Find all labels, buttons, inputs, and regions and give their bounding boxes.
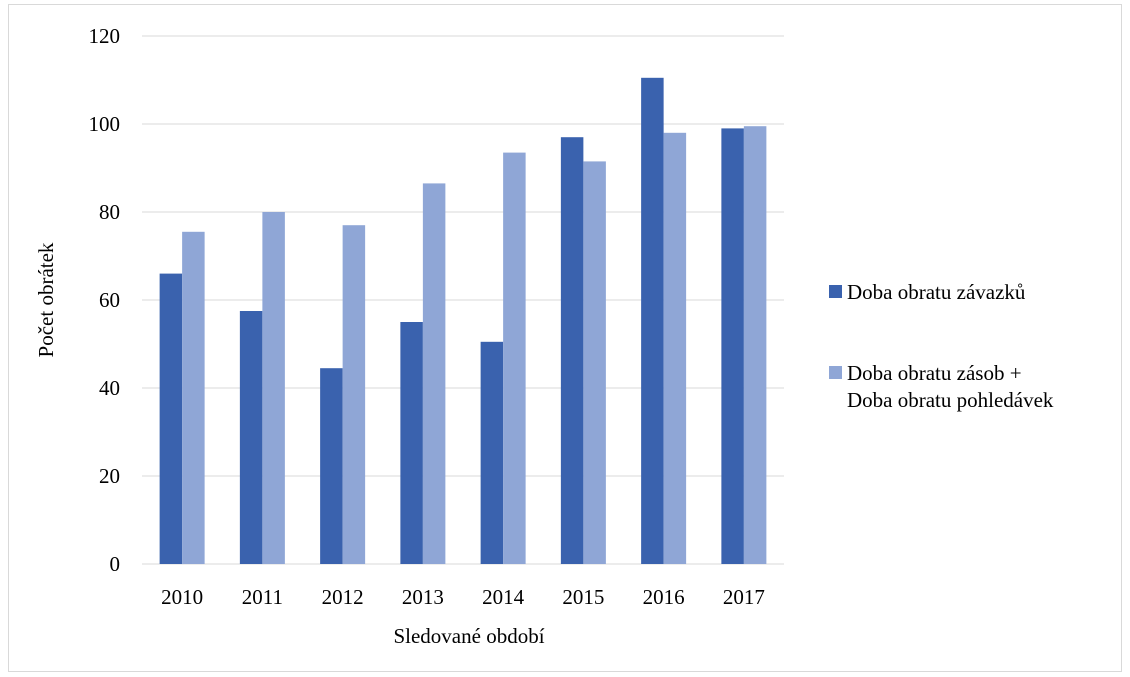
y-tick-label: 40 <box>99 376 120 400</box>
x-tick-label: 2013 <box>402 585 444 609</box>
bar-series-1-2017 <box>743 126 767 564</box>
bar-series-0-2017 <box>721 128 744 564</box>
legend-swatch-zasoby-pohledavky <box>829 366 842 379</box>
bar-series-0-2012 <box>320 368 343 564</box>
x-tick-label: 2017 <box>723 585 765 609</box>
bars <box>159 77 767 565</box>
bar-series-0-2015 <box>560 137 584 564</box>
legend-label-zavazky: Doba obratu závazků <box>847 280 1026 304</box>
legend: Doba obratu závazků Doba obratu zásob + … <box>829 280 1054 412</box>
bar-series-1-2010 <box>182 231 205 565</box>
gridlines <box>142 35 784 565</box>
y-tick-labels: 0 20 40 60 80 100 120 <box>89 24 121 576</box>
bar-series-1-2012 <box>342 225 366 564</box>
y-tick-label: 20 <box>99 464 120 488</box>
bar-series-1-2013 <box>422 183 446 564</box>
bar-series-0-2016 <box>641 77 664 565</box>
y-tick-label: 120 <box>89 24 121 48</box>
y-tick-label: 80 <box>99 200 120 224</box>
x-tick-label: 2011 <box>242 585 283 609</box>
legend-label-zasoby-line2: Doba obratu pohledávek <box>847 388 1054 412</box>
bar-series-1-2015 <box>583 161 606 564</box>
x-tick-label: 2015 <box>562 585 604 609</box>
bar-series-0-2011 <box>239 311 263 564</box>
x-axis-title: Sledované období <box>393 624 544 648</box>
x-tick-label: 2016 <box>643 585 685 609</box>
x-tick-label: 2010 <box>161 585 203 609</box>
x-tick-labels: 2010 2011 2012 2013 2014 2015 2016 2017 <box>161 585 765 609</box>
legend-swatch-zavazky <box>829 285 842 298</box>
bar-series-1-2016 <box>663 132 687 565</box>
bar-series-0-2010 <box>159 273 183 564</box>
bar-series-0-2013 <box>400 322 423 564</box>
legend-label-zasoby-line1: Doba obratu zásob + <box>847 361 1022 385</box>
x-tick-label: 2012 <box>322 585 364 609</box>
y-tick-label: 100 <box>89 112 121 136</box>
y-tick-label: 60 <box>99 288 120 312</box>
y-axis-title: Počet obrátek <box>34 242 58 357</box>
bar-series-0-2014 <box>480 341 504 564</box>
y-tick-label: 0 <box>110 552 121 576</box>
bar-series-1-2014 <box>503 152 526 564</box>
bar-series-1-2011 <box>262 212 285 564</box>
x-tick-label: 2014 <box>482 585 525 609</box>
